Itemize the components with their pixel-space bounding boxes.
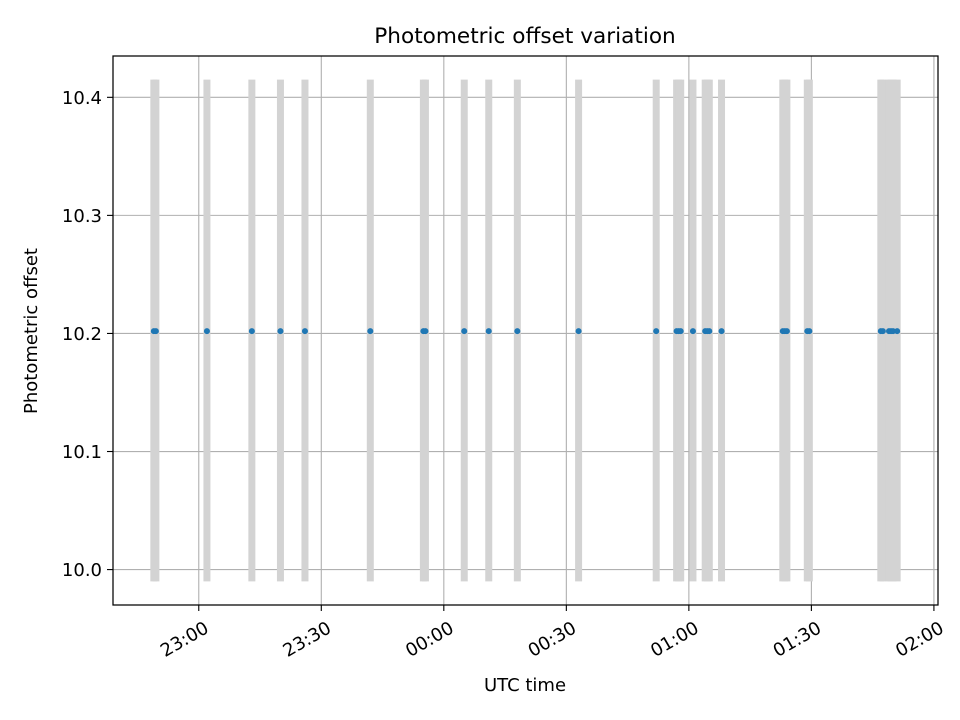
data-point xyxy=(422,328,429,335)
y-tick-label: 10.4 xyxy=(62,88,102,109)
data-point xyxy=(277,328,284,335)
y-tick-label: 10.0 xyxy=(62,560,102,581)
data-point xyxy=(461,328,468,335)
data-point xyxy=(653,328,660,335)
data-point xyxy=(301,328,308,335)
data-point xyxy=(806,328,813,335)
data-points xyxy=(150,328,901,335)
y-axis-title: Photometric offset xyxy=(21,248,42,414)
data-point xyxy=(485,328,492,335)
y-tick-label: 10.2 xyxy=(62,324,102,345)
data-point xyxy=(152,328,159,335)
axes-frame xyxy=(112,55,939,606)
data-point xyxy=(689,328,696,335)
y-tick-label: 10.3 xyxy=(62,206,102,227)
y-tick-label: 10.1 xyxy=(62,442,102,463)
data-point xyxy=(575,328,582,335)
x-axis-title: UTC time xyxy=(484,675,566,696)
data-point xyxy=(367,328,374,335)
chart-title: Photometric offset variation xyxy=(374,24,675,49)
plot-area xyxy=(113,56,938,605)
data-point xyxy=(203,328,210,335)
data-point xyxy=(248,328,255,335)
data-point xyxy=(706,328,713,335)
data-point xyxy=(879,328,886,335)
data-point xyxy=(514,328,521,335)
data-point xyxy=(677,328,684,335)
data-point xyxy=(894,328,901,335)
data-point xyxy=(783,328,790,335)
data-point xyxy=(718,328,725,335)
